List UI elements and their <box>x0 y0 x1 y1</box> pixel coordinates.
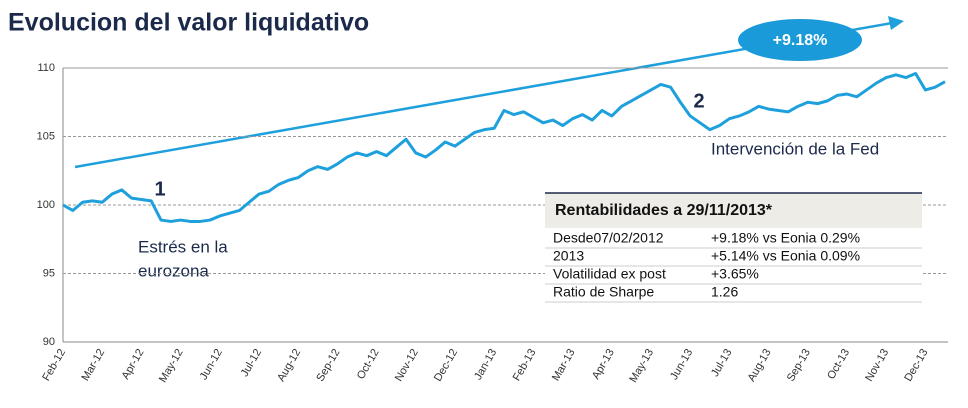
series-line <box>62 71 946 223</box>
table-cell: 2013 <box>553 248 584 264</box>
trend-label: +9.18% <box>773 32 828 49</box>
x-tick-label: Sep-13 <box>785 347 813 384</box>
x-tick-label: Nov-13 <box>863 347 891 384</box>
table-title: Rentabilidades a 29/11/2013* <box>555 202 773 219</box>
x-tick-label: Jun-13 <box>668 347 695 382</box>
table-cell: 1.26 <box>711 284 738 300</box>
x-tick-label: May-13 <box>627 347 656 385</box>
table-cell: +9.18% vs Eonia 0.29% <box>711 230 860 246</box>
x-tick-label: Dec-12 <box>432 347 460 384</box>
y-tick-label: 95 <box>43 267 55 279</box>
y-tick-label: 105 <box>37 130 55 142</box>
table-cell: +3.65% <box>711 266 759 282</box>
x-tick-label: Jan-13 <box>472 347 499 382</box>
x-tick-label: Dec-13 <box>902 347 930 384</box>
x-tick-label: May-12 <box>157 347 186 385</box>
x-tick-label: Aug-13 <box>746 347 774 384</box>
x-tick-label: Feb-13 <box>511 347 539 383</box>
x-tick-label: Apr-12 <box>120 347 147 382</box>
table-header <box>545 193 922 228</box>
event-number: 2 <box>693 90 704 112</box>
chart-title: Evolucion del valor liquidativo <box>8 9 369 37</box>
x-tick-label: Feb-12 <box>40 347 68 383</box>
trend-bubble <box>738 19 862 61</box>
y-tick-label: 100 <box>37 199 55 211</box>
x-tick-label: Mar-13 <box>550 347 578 383</box>
table-cell: Ratio de Sharpe <box>553 284 654 300</box>
x-tick-label: Sep-12 <box>314 347 342 384</box>
x-tick-label: Oct-13 <box>825 347 852 382</box>
x-tick-label: Nov-12 <box>393 347 421 384</box>
x-tick-label: Mar-12 <box>80 347 108 383</box>
y-tick-label: 110 <box>37 62 55 74</box>
x-tick-label: Jun-12 <box>198 347 225 382</box>
table: Rentabilidades a 29/11/2013* Desde07/02/… <box>545 192 922 303</box>
table-cell: Volatilidad ex post <box>553 266 666 282</box>
x-tick-label: Apr-13 <box>590 347 617 382</box>
table-cell: Desde07/02/2012 <box>553 230 664 246</box>
event-number: 1 <box>154 178 165 200</box>
x-tick-label: Aug-12 <box>275 347 303 384</box>
event-label: eurozona <box>138 261 209 280</box>
event-label: Estrés en la <box>138 237 228 256</box>
x-tick-label: Jul-13 <box>709 347 734 379</box>
y-tick-label: 90 <box>43 336 55 348</box>
x-tick-label: Oct-12 <box>355 347 382 382</box>
table-cell: +5.14% vs Eonia 0.09% <box>711 248 860 264</box>
x-tick-label: Jul-12 <box>239 347 264 379</box>
arrow-head <box>888 16 904 30</box>
event-label: Intervención de la Fed <box>711 139 879 158</box>
